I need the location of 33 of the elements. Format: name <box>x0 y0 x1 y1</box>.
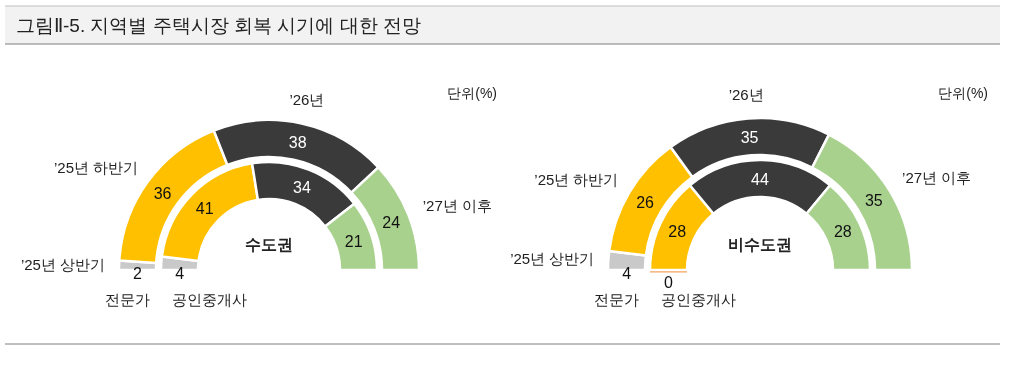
data-label: 36 <box>153 184 172 202</box>
data-label: 4 <box>175 265 185 282</box>
slice-label: ’25년 상반기 <box>20 255 106 273</box>
slice-label: ’25년 하반기 <box>54 158 139 176</box>
text: 그림Ⅱ-5. 지역별 주택시장 회복 시기에 대한 전망 <box>16 15 421 36</box>
data-label: 21 <box>344 233 363 251</box>
slice-label: ’26년 <box>289 91 325 109</box>
slice-label: ’26년 <box>728 85 764 103</box>
text: 0 <box>664 274 673 291</box>
data-label: 41 <box>195 199 214 217</box>
data-label: 28 <box>833 223 852 241</box>
text: 단위(%) <box>938 85 988 101</box>
slice-label: 전문가 <box>105 291 150 308</box>
data-label: 44 <box>751 170 769 188</box>
text: 단위(%) <box>447 85 497 101</box>
data-label: 2 <box>133 265 143 282</box>
data-label: 34 <box>293 178 311 196</box>
slice-label: 공인중개사 <box>661 291 736 308</box>
data-label: 35 <box>740 128 759 146</box>
text: 수도권 <box>245 236 293 253</box>
slice-label: 전문가 <box>594 291 639 308</box>
data-label: 4 <box>622 265 632 282</box>
data-label: 35 <box>864 192 883 210</box>
slice-label: ’25년 하반기 <box>534 171 619 189</box>
slice-label: ’27년 이후 <box>902 169 972 187</box>
data-label: 26 <box>636 194 655 212</box>
slice-label: ’25년 상반기 <box>510 249 595 267</box>
slice-label: ’27년 이후 <box>422 196 492 214</box>
data-label: 24 <box>382 213 401 231</box>
data-label: 38 <box>288 133 307 151</box>
text: 비수도권 <box>728 236 792 253</box>
slice-label: 공인중개사 <box>172 291 247 308</box>
data-label: 28 <box>668 223 687 241</box>
